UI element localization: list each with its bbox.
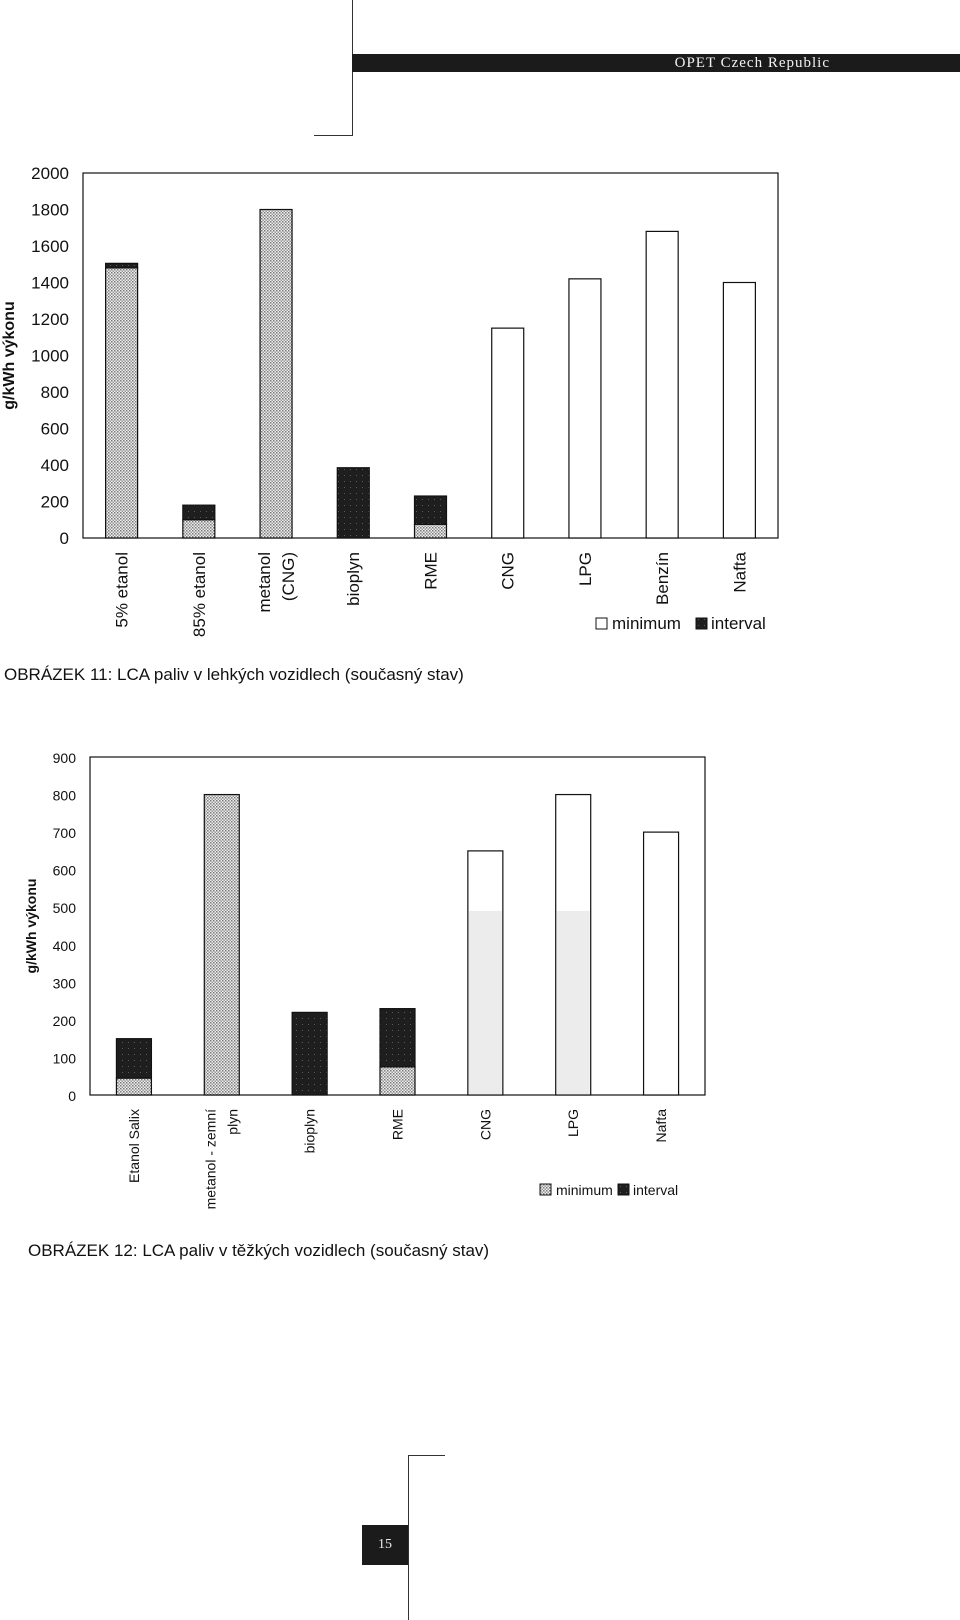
category-label: CNG: [499, 552, 518, 590]
category-label: CNG: [477, 1109, 493, 1140]
chart-light-vehicles: 0 200 400 600 800 1000 1200 1400 1600 1800 2000 g/k…: [1, 164, 779, 637]
category-label: 5% etanol: [113, 552, 132, 628]
legend-interval-label: interval: [633, 1182, 678, 1198]
legend-minimum-label: minimum: [612, 614, 681, 633]
category-label: metanol: [255, 552, 274, 612]
y-tick-label: 300: [53, 975, 77, 991]
y-tick-label: 600: [41, 420, 69, 439]
y-tick-label: 2000: [31, 164, 69, 183]
bar-minimum: [379, 1066, 416, 1096]
y-tick-label: 0: [60, 529, 69, 548]
top-corner-rule-horizontal: [314, 135, 353, 136]
y-tick-label: 1600: [31, 237, 69, 256]
category-label: RME: [421, 552, 440, 590]
y-tick-label: 100: [53, 1050, 77, 1066]
bar-minimum: [105, 267, 139, 539]
category-label: (CNG): [279, 552, 298, 601]
bar-lower-shade: [468, 910, 502, 1094]
bottom-corner-rule-horizontal: [408, 1455, 445, 1456]
y-tick-label: 400: [53, 938, 77, 954]
y-tick-label: 800: [41, 383, 69, 402]
y-tick-label: 700: [53, 825, 77, 841]
y-tick-label: 1800: [31, 201, 69, 220]
bar-minimum: [491, 327, 525, 539]
category-label: LPG: [565, 1109, 581, 1137]
legend-interval-swatch: [695, 617, 708, 630]
legend-minimum-swatch: [539, 1183, 552, 1196]
y-tick-label: 1000: [31, 347, 69, 366]
bar-lower-shade: [556, 910, 590, 1094]
bar-minimum: [722, 281, 756, 539]
bar-minimum: [413, 523, 448, 539]
category-label: Benzín: [653, 552, 672, 605]
bar-minimum: [642, 831, 680, 1096]
y-tick-label: 400: [41, 456, 69, 475]
y-tick-label: 1200: [31, 310, 69, 329]
legend-interval-label: interval: [711, 614, 766, 633]
category-label: Nafta: [653, 1109, 669, 1143]
category-label: LPG: [576, 552, 595, 586]
page-number: 15: [362, 1525, 408, 1565]
bar-minimum: [259, 208, 293, 539]
bar-minimum: [182, 519, 216, 539]
category-label: plyn: [225, 1109, 241, 1135]
bar-minimum: [115, 1077, 153, 1096]
category-label: 85% etanol: [190, 552, 209, 637]
legend-minimum-swatch: [595, 617, 608, 630]
y-axis-label: g/kWh výkonu: [23, 879, 39, 974]
bar-interval: [379, 1008, 416, 1068]
legend-interval-swatch: [617, 1183, 630, 1196]
chart-heavy-vehicles: 0 100 200 300 400 500 600 700 800 900 g/kWh výkonu…: [23, 750, 706, 1209]
header-title: OPET Czech Republic: [674, 55, 830, 71]
category-label: bioplyn: [302, 1109, 318, 1153]
y-tick-label: 900: [53, 750, 77, 766]
y-tick-label: 600: [53, 863, 77, 879]
category-label: metanol - zemní: [203, 1109, 219, 1209]
y-tick-label: 0: [68, 1088, 76, 1104]
y-tick-label: 800: [53, 788, 77, 804]
bar-minimum: [568, 278, 602, 539]
bar-interval: [291, 1011, 328, 1096]
bottom-corner-rule-vertical: [408, 1455, 409, 1620]
bar-minimum: [203, 793, 240, 1096]
category-label: Etanol Salix: [126, 1109, 142, 1183]
category-label: RME: [389, 1109, 405, 1140]
category-label: bioplyn: [344, 552, 363, 606]
bar-interval: [182, 504, 216, 521]
y-tick-label: 500: [53, 900, 77, 916]
header-bar: OPET Czech Republic: [352, 54, 960, 72]
bar-interval: [336, 467, 370, 539]
y-tick-label: 200: [41, 493, 69, 512]
chart-heavy-vehicles-caption: OBRÁZEK 12: LCA paliv v těžkých vozidlec…: [28, 1241, 490, 1260]
bar-minimum: [645, 230, 679, 539]
bar-interval: [115, 1038, 153, 1079]
y-tick-label: 1400: [31, 274, 69, 293]
category-label: Nafta: [730, 551, 749, 592]
bar-interval: [413, 495, 448, 525]
y-tick-label: 200: [53, 1013, 77, 1029]
bar-interval: [105, 262, 139, 269]
y-axis-label: g/kWh výkonu: [1, 301, 18, 409]
legend-minimum-label: minimum: [556, 1182, 613, 1198]
chart-light-vehicles-caption: OBRÁZEK 11: LCA paliv v lehkých vozidlec…: [4, 665, 464, 684]
